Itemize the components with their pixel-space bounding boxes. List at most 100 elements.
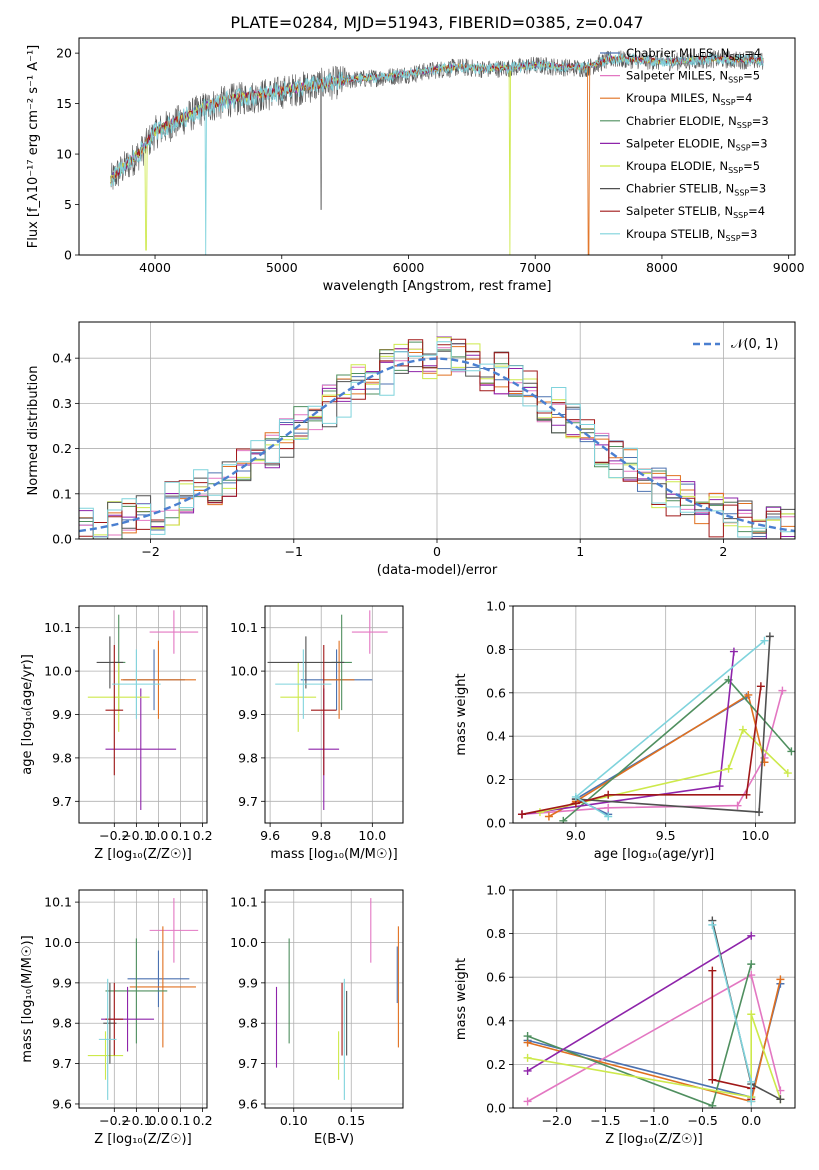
axes-frame: [78, 321, 796, 540]
y-tick-label: 10.0: [230, 935, 258, 950]
y-tick-label: 0.2: [486, 1057, 506, 1072]
y-tick-label: 0.1: [52, 486, 72, 501]
weight-marker-salpeter-elodie: [523, 1066, 532, 1075]
x-axis-label: Z [log₁₀(Z/Z☉)]: [94, 1132, 191, 1147]
axes-frame: [264, 605, 404, 824]
y-tick-label: 0: [64, 248, 72, 263]
y-axis-label: mass weight: [454, 958, 469, 1040]
weight-marker-kroupa-elodie: [738, 725, 747, 734]
plot-area: [275, 898, 399, 1100]
x-tick-label: 8000: [646, 260, 678, 275]
y-tick-label: 20: [56, 46, 72, 61]
y-tick-label: 10.0: [230, 664, 258, 679]
x-tick-label: 9000: [773, 260, 805, 275]
age-vs-metallicity-panel: −0.2−0.10.0 0.1 0.2 9.7 9.8 9.9 10.0 10.1 Z [log…: [20, 605, 213, 862]
y-tick-label: 5: [64, 197, 72, 212]
plot-area: [110, 50, 764, 255]
weight-marker-kroupa-stelib: [708, 920, 717, 929]
x-tick-label: −0.2: [99, 828, 129, 843]
y-tick-label: 10.1: [230, 620, 258, 635]
legend-label-kroupa-stelib: Kroupa STELIB, NSSP=3: [626, 227, 757, 243]
weight-line-kroupa-miles: [548, 693, 766, 818]
y-tick-label: 9.7: [238, 1056, 258, 1071]
x-tick-label: 0: [433, 544, 441, 559]
x-tick-label: 0.0: [149, 828, 169, 843]
x-tick-label: 0.2: [193, 1113, 213, 1128]
legend-label-salpeter-elodie: Salpeter ELODIE, NSSP=3: [626, 136, 768, 152]
y-axis-label: age [log₁₀(age/yr)]: [20, 654, 35, 775]
legend-label-normal: 𝒩(0, 1): [731, 337, 778, 352]
y-tick-label: 10.1: [44, 895, 72, 910]
y-axis-label: Normed distribution: [26, 366, 41, 496]
y-tick-label: 0.8: [486, 642, 506, 657]
axes-frame: [512, 605, 796, 824]
legend-label-chabrier-miles: Chabrier MILES, NSSP=4: [626, 46, 761, 62]
x-axis-label: Z [log₁₀(Z/Z☉)]: [605, 1132, 702, 1147]
y-tick-label: 9.7: [238, 794, 258, 809]
weight-line-kroupa-elodie: [527, 1014, 782, 1100]
x-tick-label: −0.2: [99, 1113, 129, 1128]
histogram-kroupa-stelib: [79, 341, 795, 538]
x-tick-label: 2: [719, 544, 727, 559]
x-tick-label: 6000: [393, 260, 425, 275]
y-tick-label: 9.9: [52, 707, 72, 722]
y-tick-label: 0.2: [52, 441, 72, 456]
y-tick-label: 9.8: [52, 750, 72, 765]
y-tick-label: 9.8: [238, 1016, 258, 1031]
weight-marker-kroupa-miles: [776, 975, 785, 984]
axes-frame: [78, 605, 208, 824]
y-tick-label: 9.6: [238, 1096, 258, 1111]
x-axis-label: age [log₁₀(age/yr)]: [594, 847, 715, 862]
spectrum-kroupa-miles: [110, 55, 764, 255]
weight-line-kroupa-stelib: [711, 924, 752, 1102]
legend-label-salpeter-stelib: Salpeter STELIB, NSSP=4: [626, 204, 765, 220]
y-tick-label: 1.0: [486, 883, 506, 898]
weight-line-salpeter-stelib: [521, 686, 762, 816]
y-tick-label: 0.8: [486, 926, 506, 941]
figure-title: PLATE=0284, MJD=51943, FIBERID=0385, z=0…: [230, 13, 643, 32]
weight-marker-kroupa-elodie: [523, 1053, 532, 1062]
y-tick-label: 10.1: [44, 620, 72, 635]
y-tick-label: 0.6: [486, 685, 506, 700]
x-tick-label: 0.1: [171, 1113, 191, 1128]
weight-marker-chabrier-elodie: [559, 816, 568, 823]
y-axis-label: Flux [f_λ10⁻¹⁷ erg cm⁻² s⁻¹ A⁻¹]: [26, 45, 41, 249]
x-tick-label: 0.15: [337, 1113, 365, 1128]
y-tick-label: 0.3: [52, 396, 72, 411]
age-vs-mass-panel: 9.6 9.8 10.0 9.7 9.8 9.9 10.0 10.1 mass [log₁₀(M…: [230, 605, 404, 862]
weight-marker-salpeter-miles: [733, 801, 742, 810]
x-tick-label: 0.1: [171, 828, 191, 843]
plot-area: [87, 610, 199, 810]
mass-weight-vs-metallicity-panel: −2.0 −1.5 −1.0 −0.5 0.0 0.0 0.2 0.4 0.6 0.8 1.0 Z […: [454, 883, 796, 1147]
weight-marker-chabrier-elodie: [787, 747, 795, 756]
y-tick-label: 0.0: [486, 816, 506, 831]
y-tick-label: 15: [56, 96, 72, 111]
x-tick-label: 5000: [266, 260, 298, 275]
weight-marker-salpeter-elodie: [747, 931, 756, 940]
weight-marker-chabrier-elodie: [747, 960, 756, 969]
mass-weight-vs-age-panel: 9.0 9.5 10.0 0.0 0.2 0.4 0.6 0.8 1.0 age [log₁₀(a…: [454, 599, 796, 862]
weight-marker-kroupa-elodie: [724, 764, 733, 773]
residual-histogram-panel: −2 −1 0 1 2 0.0 0.1 0.2 0.3 0.4 (data-model)/error…: [26, 321, 796, 578]
weight-marker-kroupa-miles: [544, 812, 553, 821]
plot-area: [79, 336, 795, 539]
y-tick-label: 0.6: [486, 970, 506, 985]
axes-frame: [512, 889, 796, 1109]
weight-marker-kroupa-elodie: [783, 769, 792, 778]
x-axis-label: wavelength [Angstrom, rest frame]: [323, 279, 552, 294]
y-tick-label: 0.2: [486, 772, 506, 787]
axes-frame: [78, 889, 208, 1109]
y-tick-label: 9.6: [52, 1096, 72, 1111]
y-tick-label: 0.4: [486, 729, 506, 744]
x-axis-label: Z [log₁₀(Z/Z☉)]: [94, 847, 191, 862]
weight-marker-salpeter-stelib: [708, 1075, 717, 1084]
weight-line-salpeter-elodie: [527, 935, 752, 1072]
x-tick-label: −1.5: [590, 1113, 620, 1128]
y-tick-label: 9.9: [238, 707, 258, 722]
y-tick-label: 9.9: [238, 975, 258, 990]
histogram-salpeter-stelib: [79, 338, 795, 539]
weight-line-salpeter-elodie: [521, 651, 735, 816]
weight-marker-kroupa-elodie: [747, 1010, 756, 1019]
x-tick-label: 9.0: [566, 828, 586, 843]
